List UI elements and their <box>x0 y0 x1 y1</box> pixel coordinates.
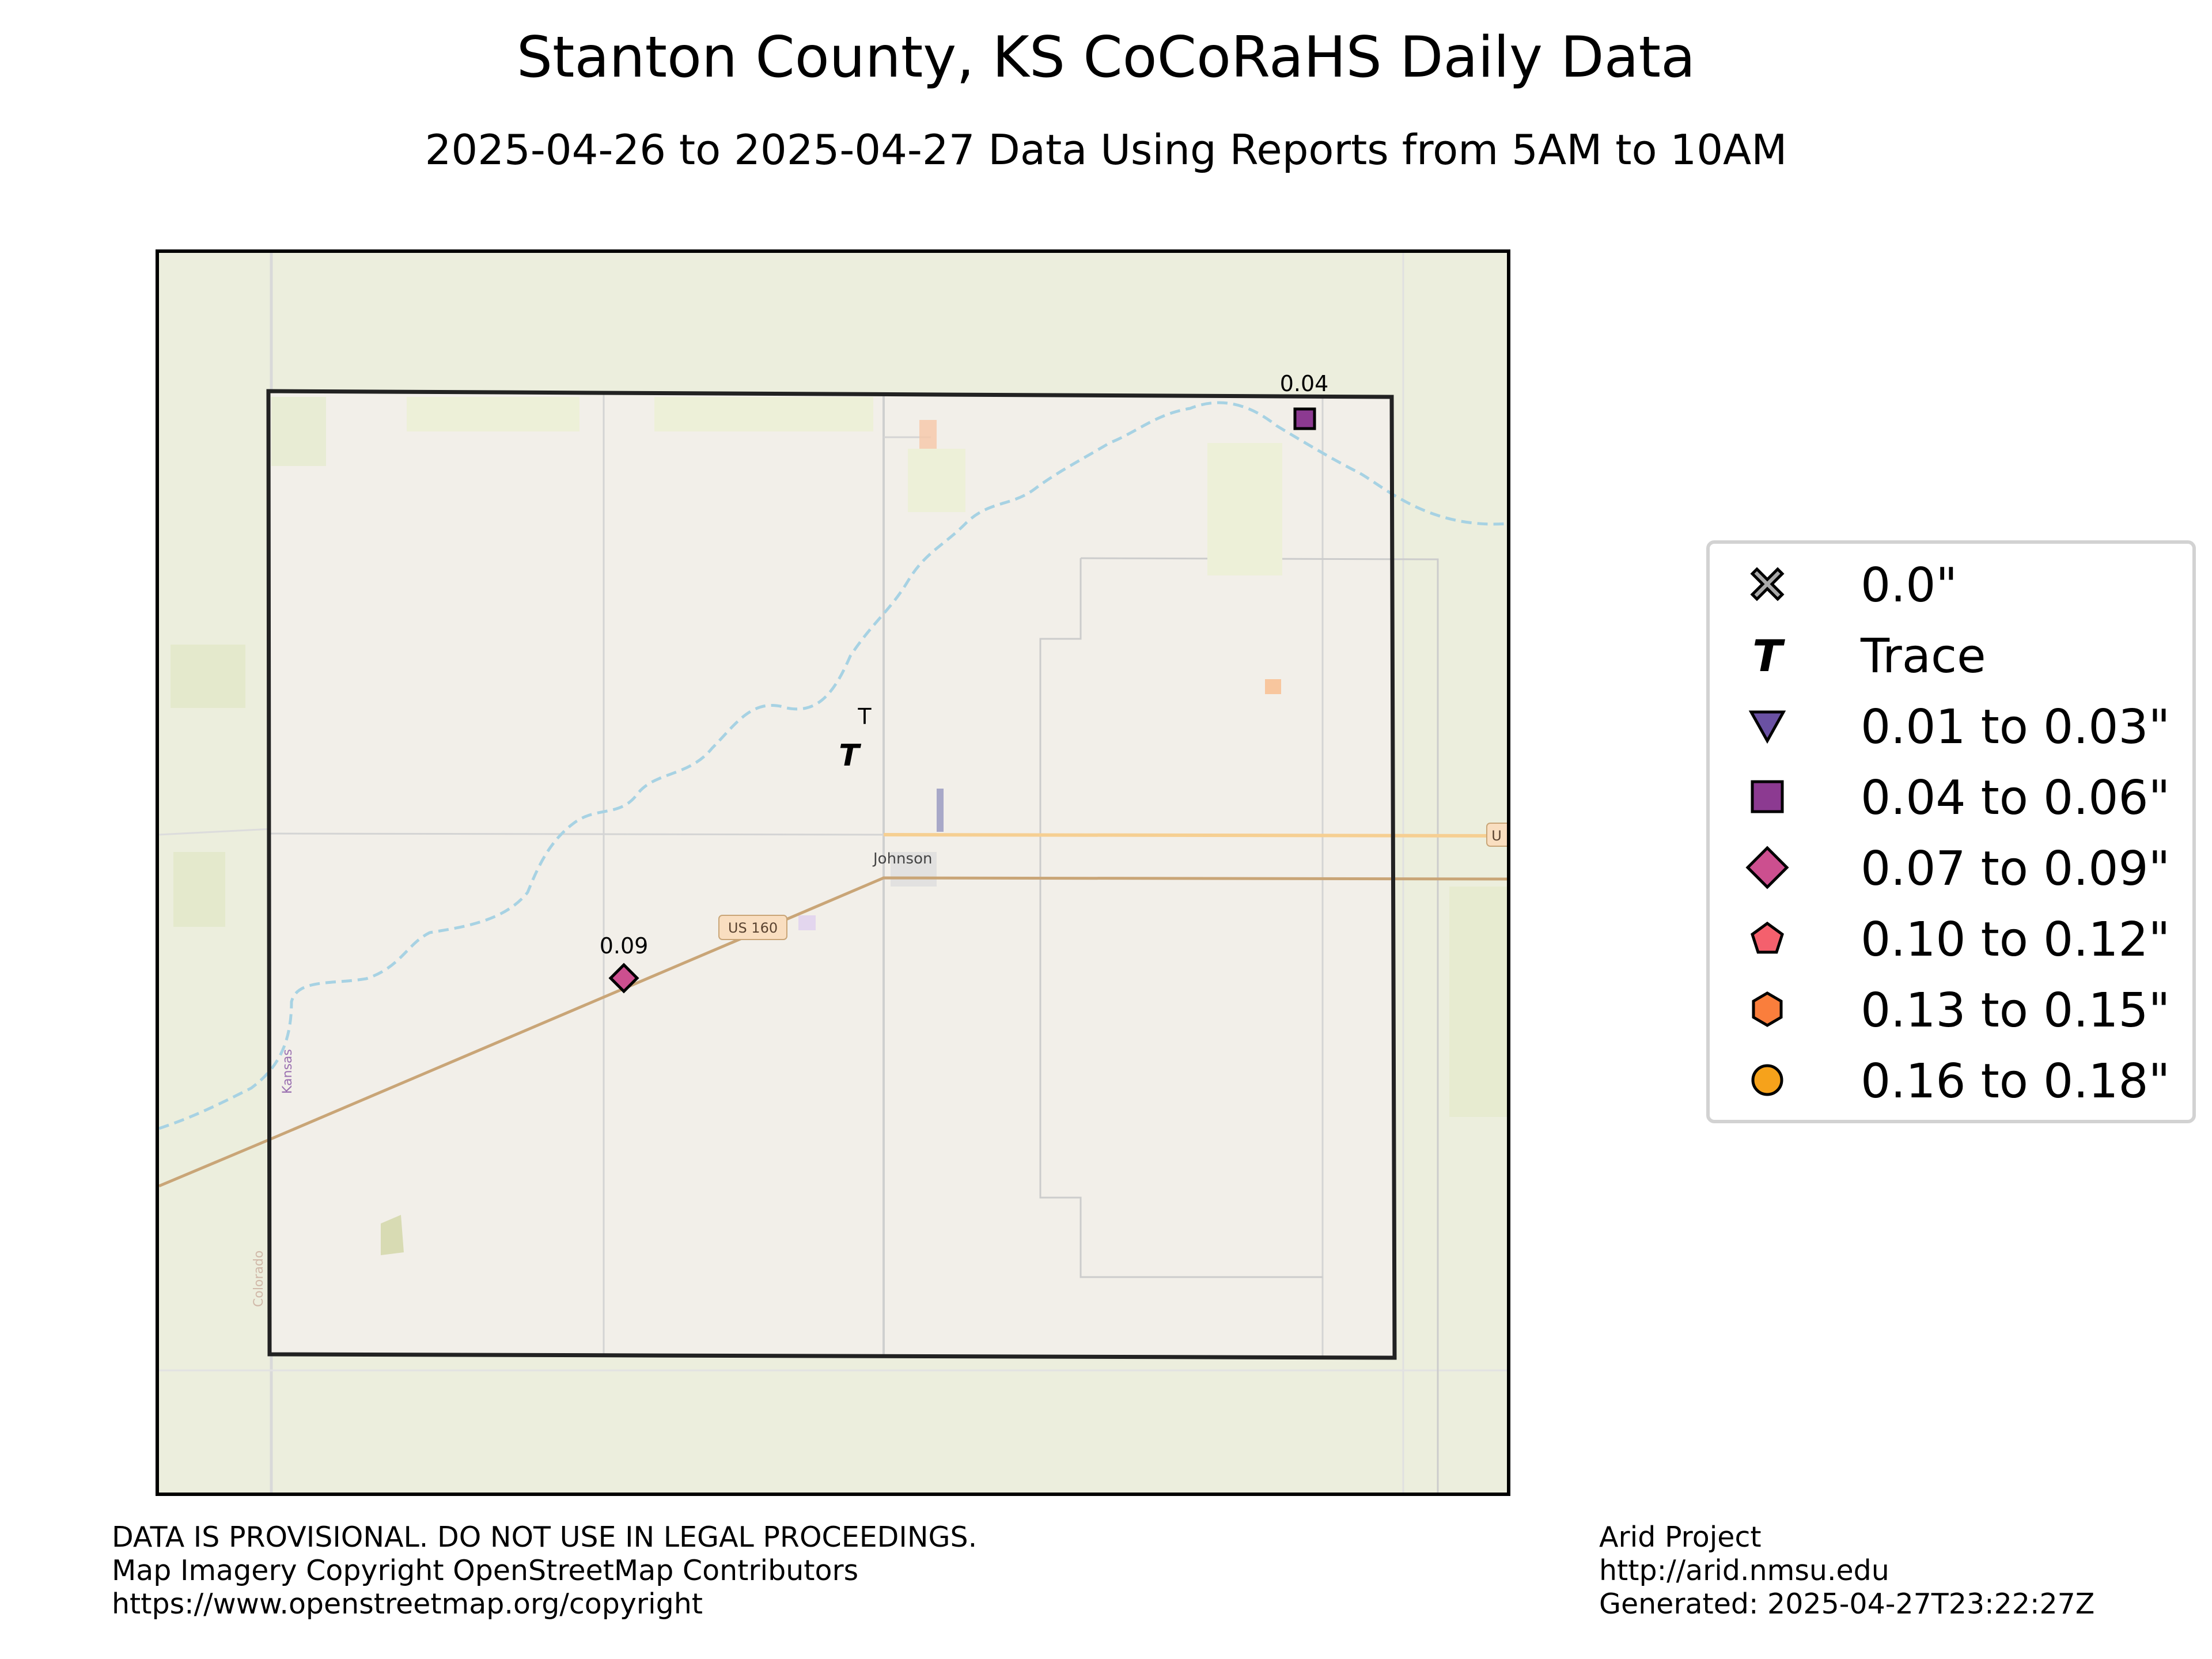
circle-icon <box>1751 1064 1783 1096</box>
landuse-patch <box>271 397 326 466</box>
boundary-line <box>1039 558 1323 1278</box>
legend-label: 0.16 to 0.18" <box>1861 1054 2171 1109</box>
legend-label: 0.07 to 0.09" <box>1861 842 2171 896</box>
highway-east <box>883 833 1507 838</box>
landuse-patch <box>919 420 937 449</box>
landuse-patch <box>1449 887 1507 1117</box>
triangle-down-icon <box>1748 710 1786 744</box>
station-value-label[interactable]: 0.04 <box>1280 371 1329 396</box>
river-line <box>159 401 1507 1130</box>
station-marker-trace[interactable]: T <box>839 738 861 773</box>
legend-label: 0.10 to 0.12" <box>1861 912 2171 967</box>
disclaimer-text: DATA IS PROVISIONAL. DO NOT USE IN LEGAL… <box>112 1521 978 1554</box>
landuse-patch <box>1265 679 1281 694</box>
legend-item: 0.13 to 0.15" <box>1710 980 2194 1038</box>
legend-item: 0.07 to 0.09" <box>1710 839 2194 896</box>
station-value-label[interactable]: 0.09 <box>600 933 649 959</box>
road-shield <box>718 915 787 940</box>
t-icon: T <box>1752 632 1785 678</box>
town-feature <box>937 789 944 832</box>
generated-timestamp: Generated: 2025-04-27T23:22:27Z <box>1599 1588 2095 1620</box>
legend-label: 0.04 to 0.06" <box>1861 771 2171 825</box>
legend-item: 0.0" <box>1710 555 2194 613</box>
footer-right: Arid Project http://arid.nmsu.edu Genera… <box>1599 1521 2094 1621</box>
road-shield-label: US 160 <box>728 920 778 936</box>
landuse-patch <box>171 645 245 708</box>
page-title: Stanton County, KS CoCoRaHS Daily Data <box>516 25 1696 90</box>
legend-item: 0.16 to 0.18" <box>1710 1051 2194 1109</box>
legend-label: Trace <box>1861 629 1986 684</box>
footer-left: DATA IS PROVISIONAL. DO NOT USE IN LEGAL… <box>112 1521 977 1621</box>
legend-item: 0.04 to 0.06" <box>1710 768 2194 825</box>
station-value-label[interactable]: T <box>857 704 872 729</box>
map-panel[interactable]: US 160 U Johnson Kansas Colorado 0.04 0.… <box>156 249 1510 1496</box>
legend-item: 0.10 to 0.12" <box>1710 910 2194 967</box>
copyright-link[interactable]: https://www.openstreetmap.org/copyright <box>112 1588 703 1620</box>
state-label-kansas: Kansas <box>281 1049 295 1094</box>
station-marker-diamond[interactable] <box>608 963 639 994</box>
diamond-icon <box>1745 846 1789 889</box>
road-shield-east <box>1486 823 1507 847</box>
county-area <box>268 391 1395 1358</box>
place-label-johnson: Johnson <box>872 850 932 868</box>
road-shield-east-label: U <box>1491 828 1502 844</box>
landuse-patch <box>908 449 965 512</box>
county-outline <box>266 389 1397 1360</box>
station-marker-square[interactable] <box>1293 407 1316 430</box>
outer-road <box>159 828 272 836</box>
landuse-patch <box>173 852 225 927</box>
imagery-credit: Map Imagery Copyright OpenStreetMap Cont… <box>112 1554 859 1587</box>
landuse-patch <box>654 397 873 431</box>
page-subtitle: 2025-04-26 to 2025-04-27 Data Using Repo… <box>425 126 1787 174</box>
town-area <box>891 852 937 887</box>
boundary-line <box>1080 557 1439 1493</box>
highway-us160 <box>159 876 1507 1188</box>
landuse-patch <box>381 1215 404 1255</box>
landuse-patch <box>798 915 816 930</box>
landuse-patch <box>1207 443 1282 575</box>
project-link[interactable]: http://arid.nmsu.edu <box>1599 1554 1889 1587</box>
county-road <box>268 832 884 836</box>
square-icon <box>1751 780 1784 813</box>
legend-label: 0.01 to 0.03" <box>1861 700 2171 755</box>
legend-item: T Trace <box>1710 626 2194 684</box>
state-label-colorado: Colorado <box>252 1251 266 1307</box>
pentagon-icon <box>1751 921 1784 954</box>
project-name: Arid Project <box>1599 1521 1762 1554</box>
legend-item: 0.01 to 0.03" <box>1710 697 2194 755</box>
legend-label: 0.0" <box>1861 558 1958 613</box>
landuse-patch <box>407 397 579 431</box>
legend-box: 0.0" T Trace 0.01 to 0.03" 0.04 to 0.06"… <box>1706 540 2196 1123</box>
legend-label: 0.13 to 0.15" <box>1861 983 2171 1038</box>
x-cross-icon <box>1750 567 1785 601</box>
map-canvas: US 160 U Johnson Kansas Colorado 0.04 0.… <box>159 253 1507 1493</box>
svg-text:T: T <box>1752 632 1785 678</box>
hexagon-icon <box>1752 991 1783 1027</box>
